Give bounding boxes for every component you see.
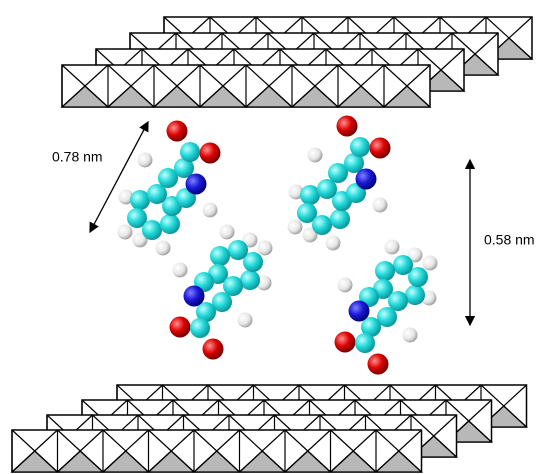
atom-n [185, 173, 207, 195]
atom-c [160, 214, 180, 234]
atom-c [223, 276, 243, 296]
atom-c [147, 184, 167, 204]
octahedron-edges [107, 64, 155, 108]
atom-h [287, 219, 303, 235]
atom-o [169, 316, 191, 338]
atom-c [408, 267, 428, 287]
atom-h [237, 312, 253, 328]
octahedron-edges [193, 429, 240, 473]
octahedron-edges [61, 64, 109, 108]
atom-c [190, 318, 210, 338]
atom-c [228, 240, 248, 260]
atom-o [166, 120, 188, 142]
atom-h [337, 277, 353, 293]
octahedron-edges [56, 429, 104, 473]
distance-label: 0.58 nm [484, 232, 535, 248]
atom-o [334, 331, 356, 353]
atom-h [256, 275, 272, 291]
molecule [287, 115, 391, 251]
octahedron-edges [245, 64, 293, 108]
atom-n [348, 300, 370, 322]
atom-c [355, 333, 375, 353]
atom-c [388, 291, 408, 311]
atom-o [202, 338, 224, 360]
atom-h [422, 255, 438, 271]
atom-h [302, 227, 318, 243]
atom-c [328, 163, 348, 183]
atom-h [257, 240, 273, 256]
atom-h [137, 152, 153, 168]
atom-h [372, 197, 388, 213]
molecule [334, 239, 438, 375]
octahedron-edges [284, 429, 331, 473]
atom-h [325, 235, 341, 251]
atom-c [180, 142, 200, 162]
atom-h [172, 262, 188, 278]
atom-c [317, 179, 337, 199]
molecule [117, 120, 221, 256]
atom-c [393, 255, 413, 275]
atom-o [367, 353, 389, 375]
atom-h [155, 240, 171, 256]
atom-c [210, 246, 230, 266]
atom-h [384, 239, 400, 255]
octahedron-edges [375, 429, 422, 473]
atom-c [297, 203, 317, 223]
atom-c [350, 137, 370, 157]
atom-c [174, 158, 194, 178]
atom-c [130, 190, 150, 210]
octahedron-edges [199, 64, 247, 108]
octahedron-edges [238, 429, 286, 473]
distance-arrow [89, 120, 149, 234]
inorganic-layers [10, 16, 534, 473]
atom-o [336, 115, 358, 137]
atom-c [375, 261, 395, 281]
atom-h [421, 290, 437, 306]
atom-c [312, 215, 332, 235]
octahedron-edges [291, 64, 339, 108]
molecule [169, 224, 273, 360]
atom-h [288, 184, 304, 200]
octahedron-edges [102, 429, 149, 473]
atom-o [199, 142, 221, 164]
atom-h [402, 327, 418, 343]
atom-c [361, 317, 381, 337]
atom-c [300, 185, 320, 205]
atom-h [242, 232, 258, 248]
atom-c [142, 220, 162, 240]
molecules [117, 115, 438, 375]
atom-h [407, 247, 423, 263]
atom-h [117, 224, 133, 240]
octahedron-edges [383, 64, 431, 108]
layer [10, 429, 424, 473]
atom-c [377, 307, 397, 327]
atom-c [158, 168, 178, 188]
atom-n [355, 168, 377, 190]
atom-h [219, 224, 235, 240]
atom-c [405, 285, 425, 305]
atom-c [212, 292, 232, 312]
atom-h [132, 232, 148, 248]
octahedron-edges [337, 64, 385, 108]
atom-c [240, 270, 260, 290]
octahedron-edges [11, 429, 58, 473]
atom-o [369, 137, 391, 159]
layer [60, 64, 432, 108]
octahedron-edges [329, 429, 377, 473]
atom-h [307, 147, 323, 163]
atom-c [330, 209, 350, 229]
octahedron-edges [147, 429, 195, 473]
atom-c [243, 252, 263, 272]
octahedron-edges [153, 64, 201, 108]
atom-c [196, 302, 216, 322]
atom-h [202, 202, 218, 218]
atom-n [183, 285, 205, 307]
distance-label: 0.78 nm [52, 149, 103, 165]
atom-c [344, 153, 364, 173]
